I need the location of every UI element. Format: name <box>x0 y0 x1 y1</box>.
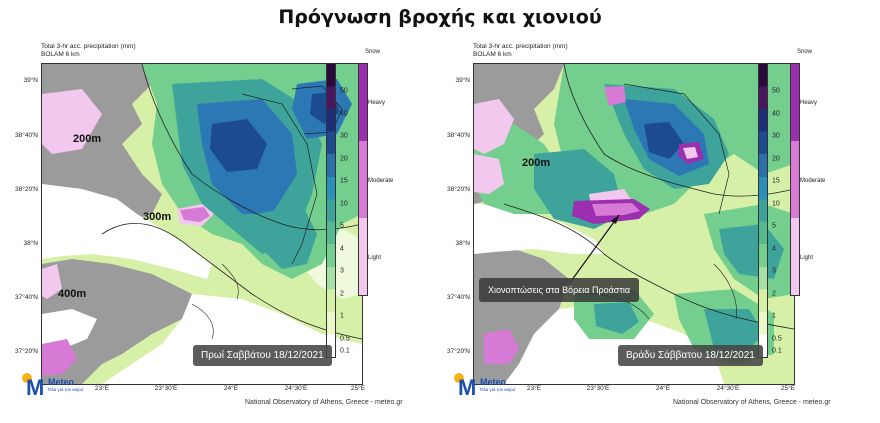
map-graphic <box>42 64 362 384</box>
lat-label: 38°40'N <box>15 132 38 139</box>
snow-legend-heavy: Heavy <box>800 100 818 106</box>
snow-legend-title: Snow <box>365 49 381 55</box>
precip-colorbar <box>326 63 336 358</box>
precip-colorbar <box>758 63 768 358</box>
logo-m-icon: M <box>26 375 45 400</box>
meteo-logo: M Meteo Όλα για τον καιρό <box>22 373 86 400</box>
map-header-model: BOLAM 6 km <box>473 51 512 58</box>
map-header-title: Total 3-hr acc. precipitation (mm) <box>41 43 136 50</box>
colorbar-tick: 4 <box>772 245 776 253</box>
lat-label: 38°N <box>455 240 470 247</box>
precipitation-map <box>41 63 363 385</box>
lon-label: 23°30'E <box>154 385 178 392</box>
logo-m-icon: M <box>458 375 477 400</box>
elevation-label: 300m <box>143 211 172 223</box>
forecast-panel-morning: Total 3-hr acc. precipitation (mm) BOLAM… <box>0 40 420 410</box>
logo-sun-icon <box>454 373 464 383</box>
lon-label: 24°30'E <box>284 385 308 392</box>
colorbar-tick: 0.5 <box>772 335 782 343</box>
elevation-label: 200m <box>73 133 102 145</box>
map-header: Total 3-hr acc. precipitation (mm) BOLAM… <box>473 43 568 59</box>
time-stamp: Πρωί Σαββάτου 18/12/2021 <box>193 345 332 366</box>
page-title: Πρόγνωση βροχής και χιονιού <box>278 6 602 28</box>
snow-legend-title: Snow <box>797 49 813 55</box>
lat-label: 39°N <box>23 77 38 84</box>
colorbar-tick: 1 <box>340 312 344 320</box>
lat-label: 38°N <box>23 240 38 247</box>
colorbar-tick: 40 <box>340 110 348 118</box>
lon-label: 24°E <box>655 385 671 392</box>
snow-legend-moderate: Moderate <box>800 178 826 184</box>
lat-label: 38°20'N <box>15 186 38 193</box>
colorbar-tick: 30 <box>340 132 348 140</box>
lat-label: 37°40'N <box>447 294 470 301</box>
lat-label: 38°40'N <box>447 132 470 139</box>
colorbar-tick: 4 <box>340 245 344 253</box>
map-graphic <box>474 64 794 384</box>
time-stamp: Βράδυ Σάββατου 18/12/2021 <box>618 345 763 366</box>
colorbar-tick: 50 <box>772 87 780 95</box>
colorbar-tick: 40 <box>772 110 780 118</box>
meteo-logo: M Meteo Όλα για τον καιρό <box>454 373 518 400</box>
colorbar-tick: 5 <box>340 222 344 230</box>
colorbar-tick: 3 <box>772 267 776 275</box>
lat-label: 37°20'N <box>447 348 470 355</box>
lat-label: 39°N <box>455 77 470 84</box>
snow-legend-heavy: Heavy <box>368 100 386 106</box>
snow-legend-light: Light <box>800 255 814 261</box>
logo-tagline: Όλα για τον καιρό <box>480 387 516 392</box>
lat-label: 37°20'N <box>15 348 38 355</box>
lon-label: 25°E <box>780 385 796 392</box>
forecast-panel-evening: Total 3-hr acc. precipitation (mm) BOLAM… <box>432 40 852 410</box>
colorbar-tick: 0.5 <box>340 335 350 343</box>
colorbar-tick: 20 <box>772 155 780 163</box>
logo-tagline: Όλα για τον καιρό <box>48 387 84 392</box>
logo-name: Meteo <box>480 377 507 387</box>
snow-colorbar <box>358 63 368 296</box>
lon-label: 25°E <box>350 385 366 392</box>
colorbar-tick: 10 <box>340 200 348 208</box>
colorbar-tick: 50 <box>340 87 348 95</box>
snow-legend-light: Light <box>368 255 382 261</box>
lon-label: 23°30'E <box>586 385 610 392</box>
colorbar-tick: 2 <box>340 290 344 298</box>
snow-callout: Χιονοπτώσεις στα Βόρεια Προάστια <box>479 278 640 302</box>
colorbar-tick: 1 <box>772 312 776 320</box>
lat-label: 38°20'N <box>447 186 470 193</box>
colorbar-tick: 2 <box>772 290 776 298</box>
lon-label: 23°E <box>526 385 542 392</box>
logo-name: Meteo <box>48 377 75 387</box>
colorbar-tick: 10 <box>772 200 780 208</box>
precipitation-map <box>473 63 795 385</box>
snow-colorbar <box>790 63 800 296</box>
lat-label: 37°40'N <box>15 294 38 301</box>
colorbar-tick: 0.1 <box>772 347 782 355</box>
lon-label: 23°E <box>94 385 110 392</box>
lon-label: 24°30'E <box>716 385 740 392</box>
colorbar-tick: 3 <box>340 267 344 275</box>
map-header-model: BOLAM 6 km <box>41 51 80 58</box>
colorbar-tick: 15 <box>340 177 348 185</box>
colorbar-tick: 30 <box>772 132 780 140</box>
footer-credit: National Observatory of Athens, Greece -… <box>245 399 403 406</box>
map-header-title: Total 3-hr acc. precipitation (mm) <box>473 43 568 50</box>
colorbar-tick: 15 <box>772 177 780 185</box>
elevation-label: 200m <box>522 157 551 169</box>
snow-legend-moderate: Moderate <box>368 178 394 184</box>
map-header: Total 3-hr acc. precipitation (mm) BOLAM… <box>41 43 136 59</box>
colorbar-tick: 5 <box>772 222 776 230</box>
lon-label: 24°E <box>223 385 239 392</box>
elevation-label: 400m <box>58 288 87 300</box>
logo-sun-icon <box>22 373 32 383</box>
colorbar-tick: 20 <box>340 155 348 163</box>
footer-credit: National Observatory of Athens, Greece -… <box>673 399 831 406</box>
colorbar-tick: 0.1 <box>340 347 350 355</box>
